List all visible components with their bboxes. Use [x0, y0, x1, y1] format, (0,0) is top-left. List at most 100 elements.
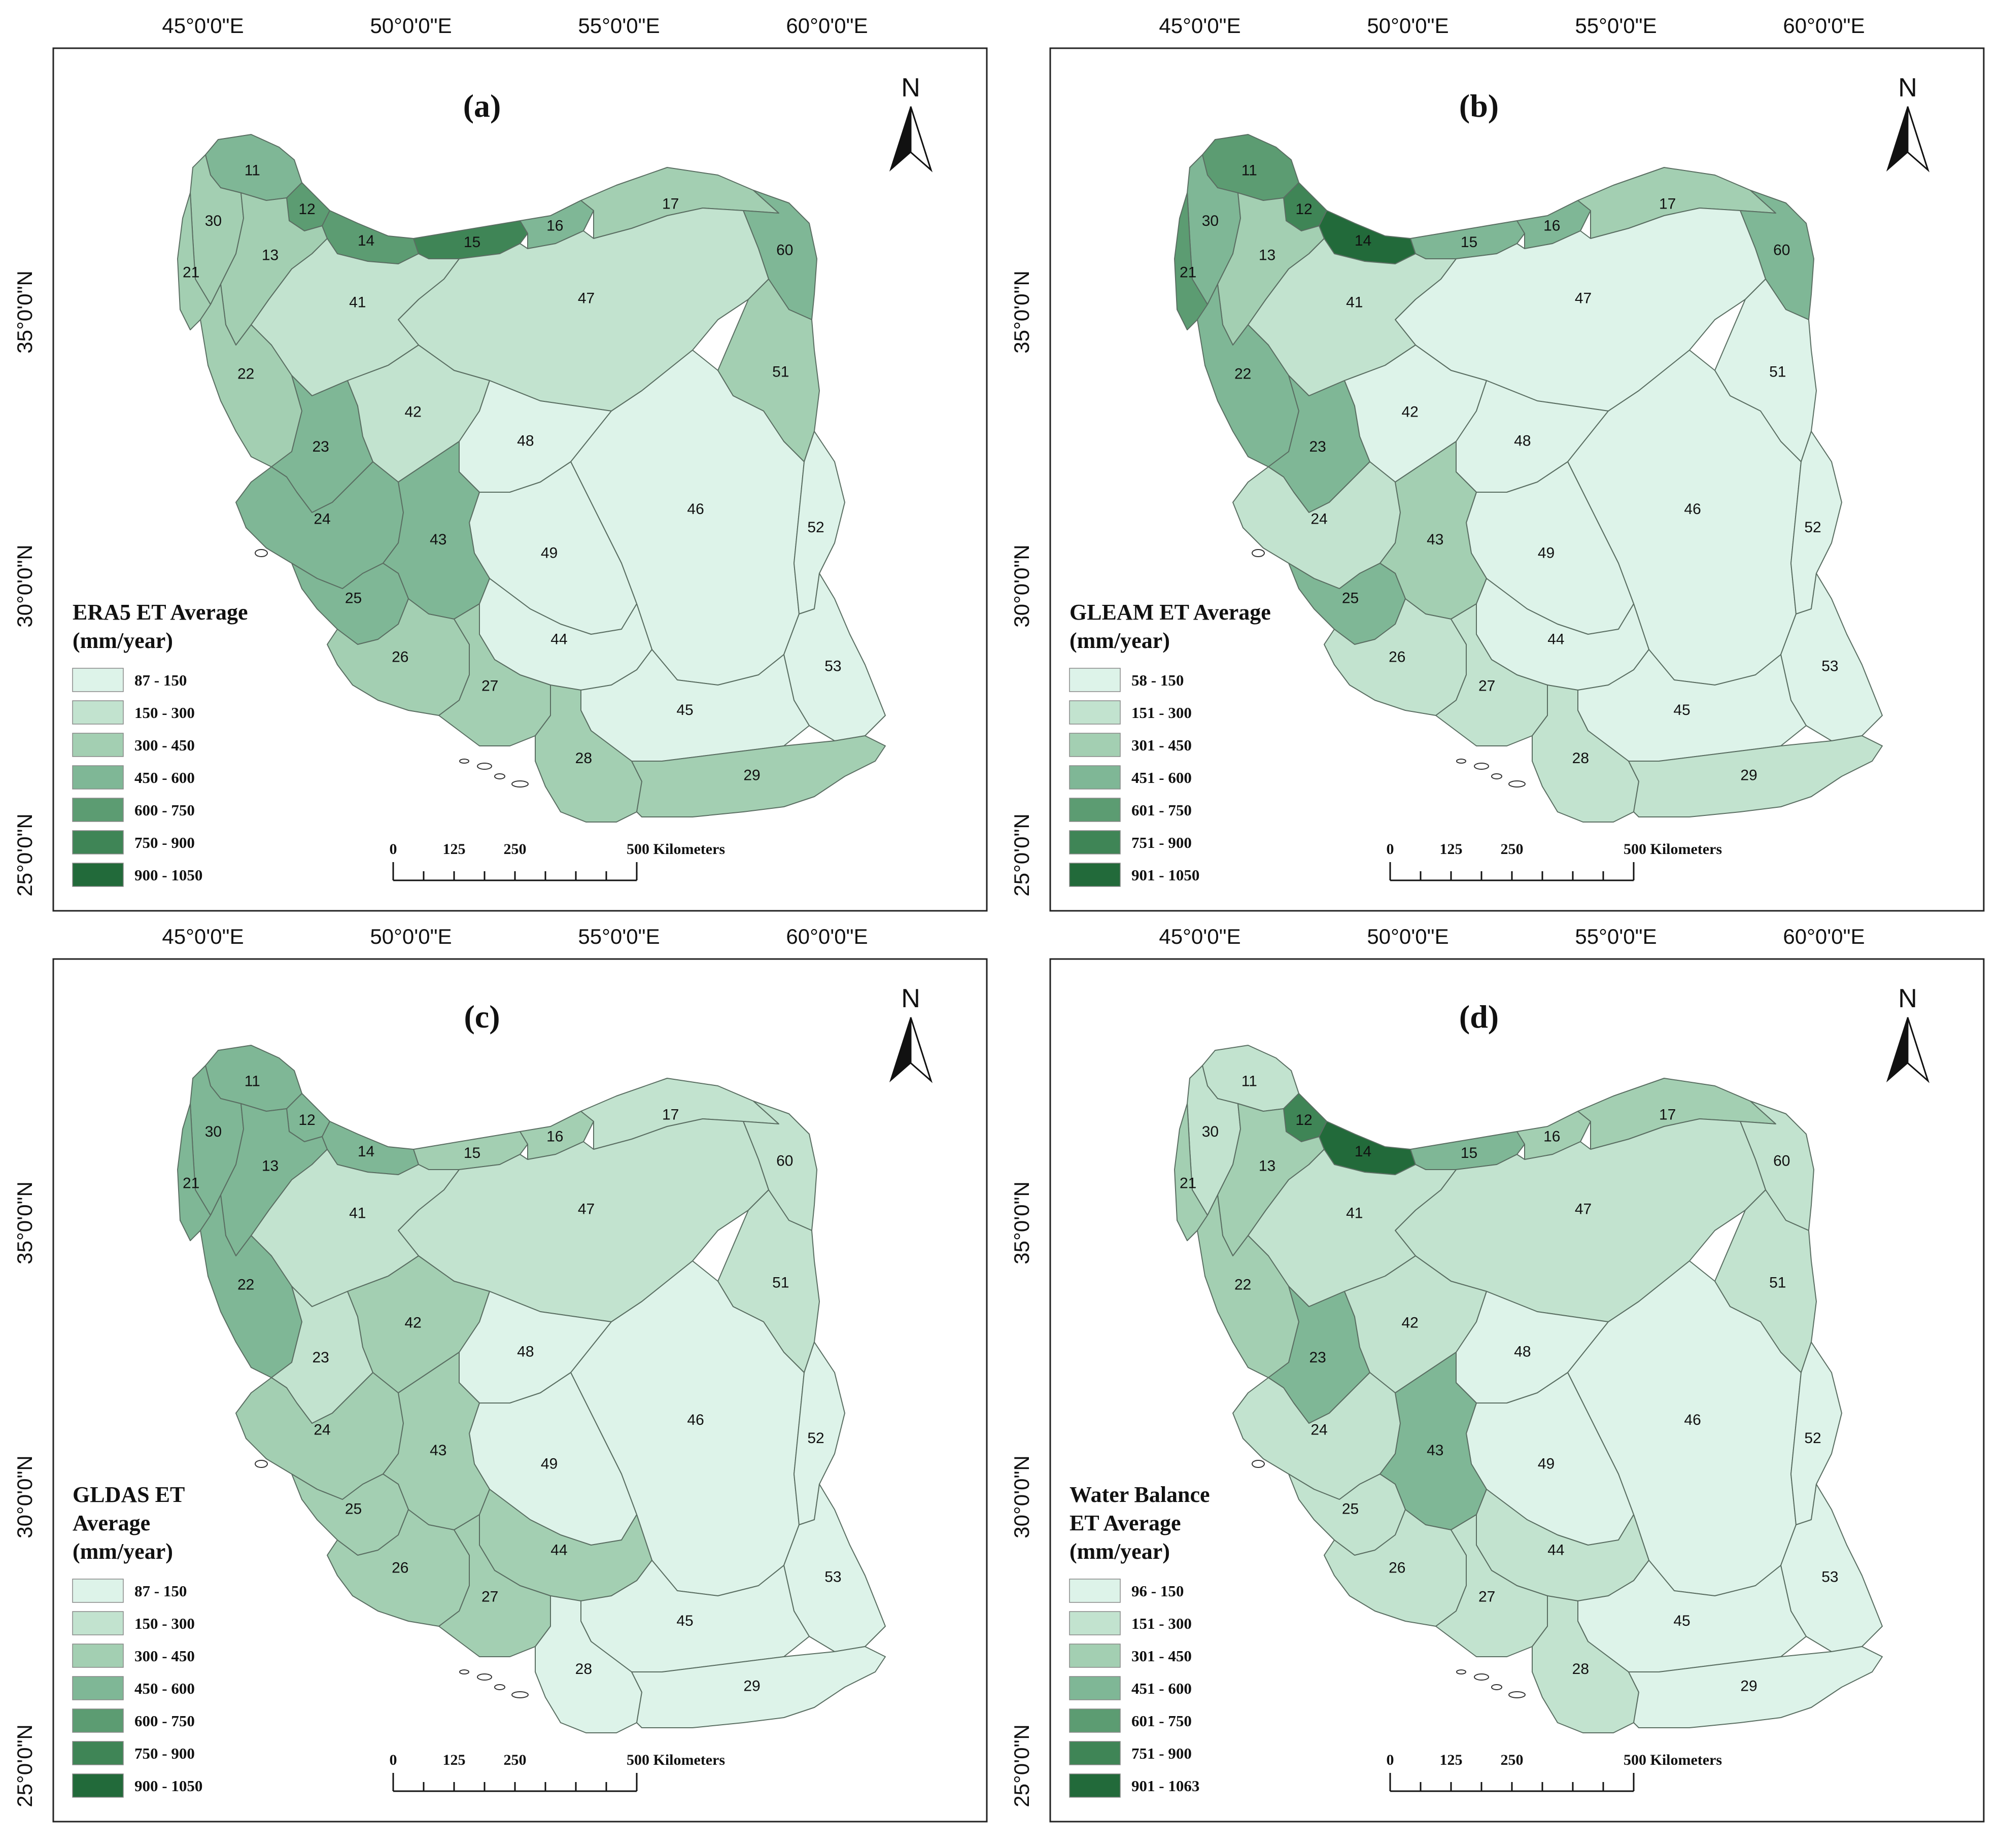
legend-swatch [1069, 863, 1121, 887]
panel-title: (a) [463, 88, 501, 124]
north-label: N [901, 984, 920, 1013]
basin-code-label: 23 [1309, 1349, 1326, 1366]
legend-title: (mm/year) [73, 1539, 173, 1564]
basin-code-label: 21 [183, 264, 199, 281]
basin-code-label: 47 [1575, 1201, 1592, 1218]
basin-code-label: 49 [1538, 1455, 1555, 1472]
scale-bar-label: 250 [504, 1752, 527, 1768]
longitude-label: 45°0'0"E [1159, 925, 1240, 948]
legend-title: (mm/year) [73, 628, 173, 653]
basin-map: 11 30 21 12 13 14 15 16 17 60 47 41 22 51 23 42 48 46 52 24… [177, 134, 886, 823]
legend-swatch [1069, 1708, 1121, 1733]
basin-code-label: 43 [430, 531, 446, 548]
scale-bar-end-label: 500 Kilometers [627, 1752, 725, 1768]
legend-item-label: 901 - 1050 [1131, 866, 1199, 884]
island-shape [459, 1669, 469, 1674]
basin-code-label: 11 [1241, 162, 1257, 179]
map-panel-b: 45°0'0"E 50°0'0"E 55°0'0"E 60°0'0"E 35°0'0"N… [1010, 14, 1985, 912]
island-shape [1252, 549, 1265, 557]
panels-root: 45°0'0"E 50°0'0"E 55°0'0"E 60°0'0"E 35°0'0"N… [13, 14, 1985, 1823]
north-arrow: N [889, 984, 933, 1083]
basin-code-label: 28 [1572, 1661, 1589, 1678]
legend-swatch [1069, 765, 1121, 790]
north-arrow: N [1886, 73, 1930, 173]
island-shape [1508, 1691, 1526, 1698]
basin-code-label: 42 [404, 1315, 421, 1331]
basin-code-label: 48 [517, 1343, 534, 1360]
basin-code-label: 53 [824, 1568, 841, 1585]
latitude-label: 30°0'0"N [1010, 544, 1033, 628]
basin-code-label: 45 [1673, 702, 1690, 718]
longitude-label: 55°0'0"E [578, 925, 660, 948]
basin-code-label: 27 [481, 1588, 498, 1605]
basin-code-label: 14 [1355, 232, 1371, 249]
legend-item-label: 301 - 450 [1131, 1647, 1192, 1665]
basin-code-label: 52 [1804, 519, 1821, 536]
legend-title: ET Average [1070, 1511, 1181, 1535]
basin-code-label: 17 [662, 195, 679, 212]
longitude-label: 50°0'0"E [370, 925, 452, 948]
basin-code-label: 16 [546, 1128, 563, 1145]
island-shape [1252, 1460, 1265, 1468]
legend-item-label: 451 - 600 [1131, 769, 1192, 786]
basin-code-label: 13 [262, 1158, 279, 1175]
latitude-label: 35°0'0"N [1010, 270, 1033, 354]
longitude-label: 60°0'0"E [1783, 14, 1865, 38]
scale-bar: 0 125 250 500 Kilometers [390, 1752, 725, 1792]
basin-code-label: 15 [1461, 1145, 1477, 1161]
basin-27 [438, 603, 551, 746]
basin-28 [1532, 1595, 1639, 1733]
north-arrow-right-half [910, 1017, 933, 1083]
basin-code-label: 12 [298, 201, 315, 218]
basin-27 [438, 1514, 551, 1657]
legend-swatch [1069, 1579, 1121, 1603]
basin-21 [1174, 192, 1208, 330]
basin-code-label: 51 [772, 364, 789, 381]
latitude-label: 25°0'0"N [13, 1724, 37, 1807]
north-label: N [1898, 73, 1917, 102]
legend: GLEAM ET Average (mm/year) 58 - 150 151 - 3… [1069, 600, 1271, 887]
legend-item-label: 900 - 1050 [134, 866, 202, 884]
island-shape [477, 763, 492, 770]
panel-title: (c) [464, 999, 500, 1035]
scale-bar-end-label: 500 Kilometers [627, 841, 725, 858]
basin-code-label: 26 [1389, 648, 1405, 665]
basin-code-label: 45 [1673, 1613, 1690, 1629]
scale-bar-label: 125 [1440, 1752, 1463, 1768]
basin-code-label: 22 [237, 366, 254, 383]
basin-code-label: 41 [1346, 1205, 1363, 1221]
basin-code-label: 28 [575, 1661, 592, 1678]
latitude-label: 25°0'0"N [1010, 813, 1033, 897]
longitude-label: 60°0'0"E [1783, 925, 1865, 948]
basin-code-label: 27 [1478, 1588, 1495, 1605]
legend-item-label: 450 - 600 [134, 769, 195, 786]
basin-code-label: 29 [1740, 1678, 1757, 1695]
island-shape [477, 1673, 492, 1681]
island-shape [1474, 763, 1489, 770]
basin-code-label: 44 [1547, 1542, 1564, 1558]
legend-title: (mm/year) [1070, 628, 1170, 653]
legend-item-label: 900 - 1050 [134, 1777, 202, 1795]
basin-code-label: 22 [237, 1277, 254, 1293]
legend-swatch [72, 765, 124, 790]
legend-item-label: 96 - 150 [1131, 1582, 1184, 1600]
basin-code-label: 60 [776, 1153, 793, 1170]
longitude-label: 45°0'0"E [1159, 14, 1240, 38]
legend-item-label: 451 - 600 [1131, 1680, 1192, 1697]
legend-item-label: 601 - 750 [1131, 801, 1192, 819]
basin-code-label: 46 [687, 1412, 704, 1428]
basin-code-label: 25 [1342, 590, 1359, 606]
legend-item-label: 300 - 450 [134, 1647, 195, 1665]
basin-code-label: 52 [807, 519, 824, 536]
basin-code-label: 53 [1821, 1568, 1838, 1585]
legend-item-label: 600 - 750 [134, 801, 195, 819]
basin-map: 11 30 21 12 13 14 15 16 17 60 47 41 22 51 23 42 48 46 52 24… [177, 1045, 886, 1733]
basin-code-label: 24 [314, 1422, 330, 1439]
basin-code-label: 17 [1659, 1106, 1676, 1123]
basin-21 [177, 1103, 211, 1241]
basin-code-label: 44 [550, 1542, 567, 1558]
basin-code-label: 24 [314, 511, 330, 528]
island-shape [255, 1460, 268, 1468]
basin-code-label: 30 [1202, 213, 1219, 229]
